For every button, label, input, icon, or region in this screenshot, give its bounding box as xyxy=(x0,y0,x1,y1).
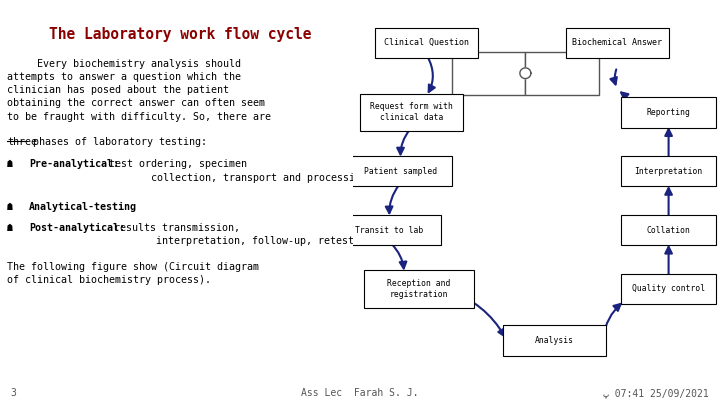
Text: The Laboratory work flow cycle: The Laboratory work flow cycle xyxy=(49,27,311,42)
Text: Reporting: Reporting xyxy=(647,108,690,117)
FancyBboxPatch shape xyxy=(621,215,716,245)
Text: ☗: ☗ xyxy=(7,159,13,169)
Text: Reception and
registration: Reception and registration xyxy=(387,279,451,299)
Text: results transmission,
        interpretation, follow-up, retesting.: results transmission, interpretation, fo… xyxy=(108,223,378,246)
Text: Interpretation: Interpretation xyxy=(634,167,703,176)
Text: Pre-analytical:: Pre-analytical: xyxy=(29,159,119,169)
Text: Transit to lab: Transit to lab xyxy=(356,226,423,234)
FancyBboxPatch shape xyxy=(503,325,606,356)
FancyBboxPatch shape xyxy=(452,52,526,95)
Text: ☗: ☗ xyxy=(7,223,13,232)
Text: پ 07:41 25/09/2021: پ 07:41 25/09/2021 xyxy=(603,388,709,398)
FancyBboxPatch shape xyxy=(360,94,463,131)
FancyBboxPatch shape xyxy=(349,156,452,186)
Text: test ordering, specimen
        collection, transport and processing: test ordering, specimen collection, tran… xyxy=(102,159,366,183)
Text: Clinical Question: Clinical Question xyxy=(384,38,469,47)
Text: Analysis: Analysis xyxy=(535,336,575,345)
FancyBboxPatch shape xyxy=(526,52,599,95)
Text: Request form with
clinical data: Request form with clinical data xyxy=(370,102,453,122)
FancyBboxPatch shape xyxy=(364,270,474,307)
Text: Every biochemistry analysis should
attempts to answer a question which the
clini: Every biochemistry analysis should attem… xyxy=(7,59,271,135)
Text: Quality control: Quality control xyxy=(632,284,705,293)
Polygon shape xyxy=(520,68,531,79)
FancyBboxPatch shape xyxy=(621,274,716,304)
Text: Collation: Collation xyxy=(647,226,690,234)
FancyBboxPatch shape xyxy=(375,28,477,58)
Text: three: three xyxy=(7,137,37,147)
Text: phases of laboratory testing:: phases of laboratory testing: xyxy=(27,137,207,147)
Text: Post-analytical:: Post-analytical: xyxy=(29,223,125,233)
Text: Analytical-testing: Analytical-testing xyxy=(29,202,137,212)
Text: Biochemical Answer: Biochemical Answer xyxy=(572,38,662,47)
Text: Patient sampled: Patient sampled xyxy=(364,167,437,176)
Text: Ass Lec  Farah S. J.: Ass Lec Farah S. J. xyxy=(301,388,419,398)
Text: The following figure show (Circuit diagram
of clinical biochemistry process).: The following figure show (Circuit diagr… xyxy=(7,262,259,285)
Text: 3: 3 xyxy=(11,388,17,398)
Text: ☗: ☗ xyxy=(7,202,13,212)
FancyBboxPatch shape xyxy=(621,156,716,186)
FancyBboxPatch shape xyxy=(338,215,441,245)
FancyBboxPatch shape xyxy=(566,28,669,58)
FancyBboxPatch shape xyxy=(621,97,716,128)
